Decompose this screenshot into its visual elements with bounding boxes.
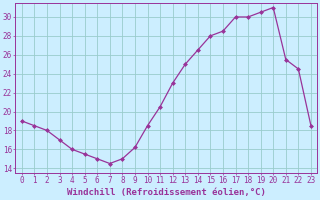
X-axis label: Windchill (Refroidissement éolien,°C): Windchill (Refroidissement éolien,°C) xyxy=(67,188,266,197)
